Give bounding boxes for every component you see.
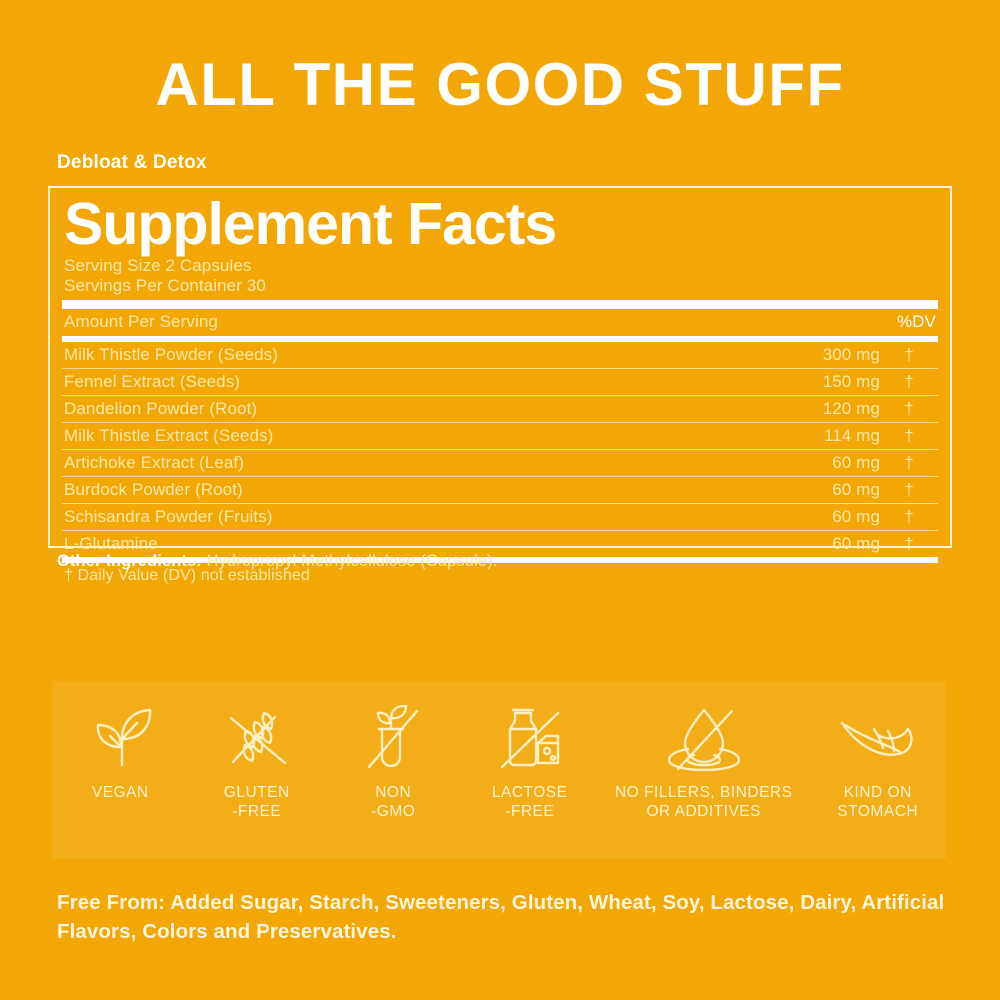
table-row: Dandelion Powder (Root) 120 mg † — [62, 395, 938, 424]
ingredient-amount: 60 mg — [832, 534, 880, 554]
water-drop-slashed-icon — [662, 702, 746, 774]
ingredient-daily-value: † — [880, 476, 938, 505]
supplement-facts-panel: Supplement Facts Serving Size 2 Capsules… — [48, 186, 952, 584]
divider-med-bottom — [62, 557, 938, 564]
ingredient-name: Fennel Extract (Seeds) — [62, 368, 760, 397]
ingredient-amount: 150 mg — [760, 368, 880, 397]
milk-bottle-cheese-slashed-icon — [492, 702, 568, 774]
ingredient-amount: 60 mg — [760, 476, 880, 505]
sprout-leaves-icon — [82, 702, 158, 774]
other-ingredients-value: Hydropropyl Methylcellulose (Capsule). — [201, 552, 498, 570]
product-subtitle: Debloat & Detox — [57, 152, 207, 173]
ingredient-daily-value: † — [880, 503, 938, 532]
free-from-statement: Free From: Added Sugar, Starch, Sweetene… — [57, 891, 945, 943]
daily-value-footnote: † Daily Value (DV) not established — [64, 567, 310, 585]
table-row: Schisandra Powder (Fruits) 60 mg † — [62, 503, 938, 532]
table-row: L-Glutamine 60 mg † — [62, 531, 938, 558]
table-row: Fennel Extract (Seeds) 150 mg † — [62, 368, 938, 397]
ingredient-name: Milk Thistle Powder (Seeds) — [62, 342, 760, 370]
ingredient-daily-value: † — [880, 395, 938, 424]
divider-med — [62, 336, 938, 343]
badge-label: KIND ON STOMACH — [837, 784, 919, 820]
badge-no-fillers-binders-or-additives: NO FILLERS, BINDERS OR ADDITIVES — [598, 681, 810, 821]
ingredient-daily-value: † — [880, 368, 938, 397]
badge-label: GLUTEN -FREE — [223, 784, 290, 820]
amount-per-serving-label: Amount Per Serving — [64, 312, 218, 332]
ingredient-daily-value: † — [880, 449, 938, 478]
amount-per-serving-header: Amount Per Serving %DV — [62, 309, 938, 336]
page-title: ALL THE GOOD STUFF — [155, 51, 845, 118]
ingredient-daily-value: † — [880, 342, 938, 370]
ingredient-daily-value: † — [904, 534, 914, 554]
table-row: Milk Thistle Extract (Seeds) 114 mg † — [62, 422, 938, 451]
ingredient-amount: 60 mg — [760, 449, 880, 478]
feather-icon — [836, 702, 920, 774]
ingredient-daily-value: † — [880, 422, 938, 451]
badge-vegan: VEGAN — [52, 681, 188, 802]
serving-size: Serving Size 2 Capsules — [64, 256, 252, 276]
badge-label: NO FILLERS, BINDERS OR ADDITIVES — [614, 784, 793, 820]
badge-label: LACTOSE -FREE — [491, 784, 568, 820]
dv-column-header: %DV — [896, 312, 936, 332]
ingredient-name: Artichoke Extract (Leaf) — [62, 449, 760, 478]
certification-badge-strip: VEGAN GLUTEN -FREE NON -GMO LACTOSE -FREE NO… — [52, 681, 946, 859]
ingredients-table: Milk Thistle Powder (Seeds) 300 mg † Fennel… — [62, 342, 938, 557]
badge-label: VEGAN — [91, 784, 149, 801]
ingredient-amount: 120 mg — [760, 395, 880, 424]
ingredient-amount: 60 mg — [760, 503, 880, 532]
badge-label: NON -GMO — [371, 784, 416, 820]
test-tube-plant-slashed-icon — [355, 702, 431, 774]
table-row: Milk Thistle Powder (Seeds) 300 mg † — [62, 342, 938, 370]
wheat-slashed-icon — [219, 702, 295, 774]
ingredient-name: L-Glutamine — [64, 534, 158, 554]
ingredient-amount: 114 mg — [760, 422, 880, 451]
ingredient-name: Schisandra Powder (Fruits) — [62, 503, 760, 532]
supplement-facts-title: Supplement Facts — [64, 191, 557, 257]
table-row: Burdock Powder (Root) 60 mg † — [62, 476, 938, 505]
ingredient-name: Milk Thistle Extract (Seeds) — [62, 422, 760, 451]
badge-kind-on-stomach: KIND ON STOMACH — [810, 681, 946, 821]
servings-per-container: Servings Per Container 30 — [64, 276, 266, 296]
ingredient-amount: 300 mg — [760, 342, 880, 370]
ingredient-name: Burdock Powder (Root) — [62, 476, 760, 505]
badge-non-gmo: NON -GMO — [325, 681, 461, 821]
ingredient-name: Dandelion Powder (Root) — [62, 395, 760, 424]
other-ingredients-label: Other Ingredients: — [57, 552, 202, 570]
divider-thick-top — [62, 300, 938, 310]
other-ingredients: Other Ingredients: Hydropropyl Methylcel… — [57, 552, 497, 571]
badge-gluten-free: GLUTEN -FREE — [188, 681, 324, 821]
badge-lactose-free: LACTOSE -FREE — [461, 681, 597, 821]
table-row: Artichoke Extract (Leaf) 60 mg † — [62, 449, 938, 478]
